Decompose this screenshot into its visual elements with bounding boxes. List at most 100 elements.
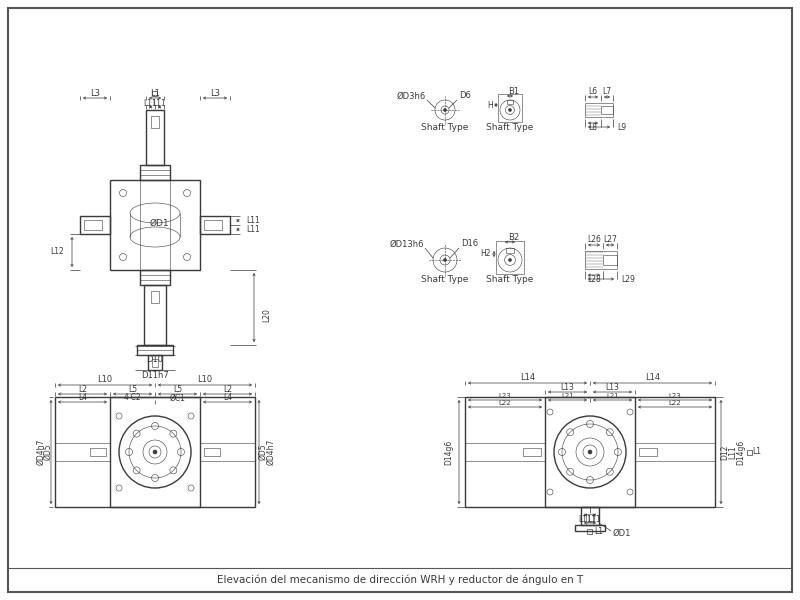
Bar [581, 507, 599, 525]
Text: ØD1: ØD1 [613, 529, 631, 538]
Text: L22: L22 [669, 400, 682, 406]
Bar [140, 165, 170, 180]
Bar [140, 270, 170, 285]
Bar [601, 106, 613, 114]
Text: D14g6: D14g6 [445, 439, 454, 464]
Text: L12: L12 [50, 247, 64, 257]
Bar [523, 448, 541, 456]
Text: ØC1: ØC1 [170, 394, 186, 403]
Text: L3: L3 [210, 88, 220, 97]
Bar [585, 103, 613, 117]
Bar [137, 345, 173, 355]
Text: B1: B1 [508, 88, 519, 97]
Text: ØD4h7: ØD4h7 [37, 439, 46, 465]
Text: L2: L2 [223, 385, 232, 395]
Bar [148, 355, 162, 370]
Bar [603, 255, 617, 265]
Text: L11: L11 [246, 216, 260, 225]
Bar [152, 91, 157, 96]
Bar [152, 359, 158, 367]
Bar [144, 285, 166, 345]
Bar [465, 397, 715, 507]
Bar [151, 291, 159, 303]
Text: L3: L3 [90, 88, 100, 97]
Bar [587, 529, 592, 534]
Circle shape [509, 259, 511, 262]
Bar [200, 443, 255, 461]
Text: D16: D16 [461, 239, 478, 248]
Text: L29: L29 [621, 275, 635, 283]
Bar [506, 248, 514, 253]
Text: Shaft Type: Shaft Type [486, 275, 534, 284]
Text: L1: L1 [753, 448, 762, 457]
Bar [200, 216, 230, 234]
Bar [496, 241, 524, 274]
Text: L5: L5 [128, 385, 137, 395]
Text: L11: L11 [144, 98, 158, 107]
Bar [110, 180, 200, 270]
Bar [635, 443, 715, 461]
Text: H: H [487, 100, 493, 109]
Text: L6: L6 [589, 88, 598, 97]
Text: L10: L10 [198, 376, 213, 385]
Text: L4: L4 [78, 394, 87, 403]
Bar [747, 450, 752, 455]
Text: Shaft Type: Shaft Type [422, 275, 469, 284]
Text: L27: L27 [603, 235, 617, 245]
Text: L11: L11 [729, 445, 738, 459]
Text: ØD3h6: ØD3h6 [397, 91, 426, 100]
Text: D12: D12 [721, 445, 730, 460]
Text: L1: L1 [150, 88, 160, 97]
Text: H2: H2 [481, 250, 491, 259]
Text: L2: L2 [78, 385, 87, 395]
Text: D10: D10 [146, 355, 163, 364]
Bar [545, 397, 635, 507]
Text: ØD4h7: ØD4h7 [266, 439, 275, 465]
Bar [639, 448, 657, 456]
Text: ØD13h6: ØD13h6 [390, 239, 424, 248]
Bar [585, 251, 617, 269]
Bar [507, 100, 513, 104]
Bar [204, 220, 222, 230]
Text: L21: L21 [606, 393, 619, 399]
Text: L14: L14 [645, 373, 660, 383]
Bar [586, 514, 594, 522]
Text: L23: L23 [669, 393, 682, 399]
Bar [55, 397, 255, 507]
Text: L7: L7 [602, 88, 611, 97]
Text: L21: L21 [561, 393, 574, 399]
Text: L11: L11 [246, 225, 260, 234]
Text: L20: L20 [262, 308, 271, 322]
Text: Shaft Type: Shaft Type [422, 124, 469, 133]
Text: D6: D6 [459, 91, 471, 100]
Text: L4: L4 [223, 394, 232, 403]
Text: Shaft Type: Shaft Type [486, 124, 534, 133]
Text: L23: L23 [498, 393, 511, 399]
Text: L13: L13 [561, 383, 574, 392]
Text: ØD5: ØD5 [258, 443, 267, 460]
Text: D14g6: D14g6 [737, 439, 746, 464]
Bar [498, 94, 522, 122]
Circle shape [509, 109, 511, 112]
Text: L11: L11 [588, 514, 602, 523]
Bar [151, 116, 159, 128]
Bar [110, 397, 200, 507]
Text: Elevación del mecanismo de dirección WRH y reductor de ángulo en T: Elevación del mecanismo de dirección WRH… [217, 575, 583, 585]
Text: L13: L13 [606, 383, 619, 392]
Text: L8: L8 [589, 124, 598, 133]
Text: L14: L14 [520, 373, 535, 383]
Bar [55, 443, 110, 461]
Text: B2: B2 [508, 233, 519, 242]
Text: ØD1: ØD1 [149, 218, 169, 227]
Bar [146, 110, 164, 165]
Bar [575, 525, 605, 531]
Text: L28: L28 [587, 275, 601, 284]
Circle shape [153, 450, 157, 454]
Bar [90, 448, 106, 456]
Text: L5: L5 [173, 385, 182, 395]
Bar [84, 220, 102, 230]
Text: L11: L11 [153, 98, 166, 107]
Text: L1: L1 [594, 527, 603, 535]
Text: ØD5: ØD5 [43, 443, 53, 460]
Text: L10: L10 [98, 376, 113, 385]
